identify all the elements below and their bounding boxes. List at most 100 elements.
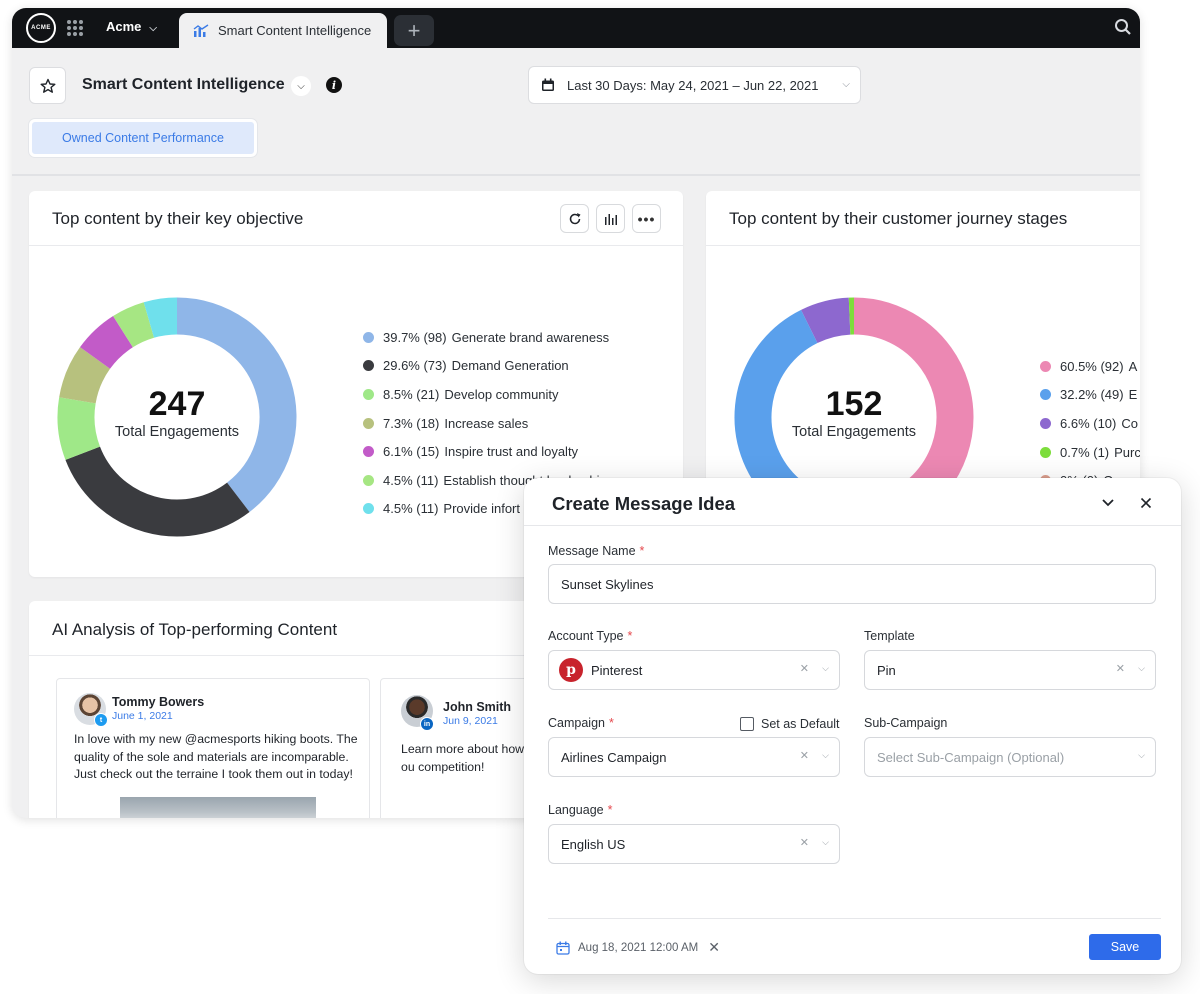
legend-dot	[363, 388, 374, 400]
save-button[interactable]: Save	[1089, 934, 1161, 960]
author-name: Tommy Bowers	[112, 695, 205, 709]
clear-icon[interactable]: ✕	[1115, 663, 1125, 675]
close-button[interactable]	[1135, 492, 1157, 514]
donut-slice-1[interactable]	[734, 309, 818, 491]
card-title: Top content by their key objective	[52, 209, 304, 228]
chart-type-button[interactable]	[596, 204, 625, 233]
social-post-card[interactable]: t Tommy Bowers June 1, 2021 In love with…	[56, 678, 370, 818]
legend-item[interactable]: 60.5% (92) A	[1040, 352, 1140, 381]
donut-slice-4[interactable]	[80, 316, 134, 370]
chevron-down-icon: ⌵	[822, 750, 829, 760]
pinterest-icon: p	[559, 658, 583, 682]
message-name-input[interactable]: Sunset Skylines	[548, 564, 1156, 604]
clear-icon[interactable]: ✕	[799, 663, 809, 675]
author-name: John Smith	[443, 700, 512, 714]
date-range-picker[interactable]: Last 30 Days: May 24, 2021 – Jun 22, 202…	[528, 66, 861, 104]
chevron-down-icon: ⌵	[842, 79, 850, 90]
legend-item[interactable]: 6.1% (15) Inspire trust and loyalty	[363, 437, 609, 466]
donut-slice-0[interactable]	[176, 297, 297, 512]
refresh-icon	[569, 212, 580, 224]
legend-dot	[1040, 417, 1051, 429]
tab-smart-content-intelligence[interactable]: Smart Content Intelligence	[179, 13, 387, 48]
total-engagements-label: Total Engagements	[114, 424, 240, 440]
chevron-down-icon: ⌵	[822, 837, 829, 847]
clear-icon[interactable]: ✕	[799, 837, 809, 849]
legend-value: 29.6% (73)	[383, 358, 447, 374]
divider	[12, 174, 1140, 176]
set-as-default-label[interactable]: Set as Default	[761, 717, 840, 731]
legend-label: A	[1128, 358, 1138, 374]
legend-dot	[363, 417, 374, 429]
close-icon	[1140, 497, 1152, 509]
acme-logo[interactable]: ACME	[26, 13, 56, 43]
legend-dot	[1040, 360, 1051, 372]
legend-item[interactable]: 6.6% (10) Co	[1040, 409, 1140, 438]
legend-item[interactable]: 7.3% (18) Increase sales	[363, 409, 609, 438]
legend-dot	[363, 503, 374, 515]
campaign-select[interactable]: Airlines Campaign ✕ ⌵	[548, 737, 840, 777]
dashboard-menu-chevron-icon[interactable]: ⌵	[291, 76, 311, 96]
sub-campaign-label: Sub-Campaign	[864, 716, 948, 730]
refresh-button[interactable]	[560, 204, 589, 233]
schedule-date[interactable]: Aug 18, 2021 12:00 AM ✕	[556, 939, 720, 956]
chevron-down-icon: ⌵	[822, 663, 829, 673]
legend-item[interactable]: 32.2% (49) E	[1040, 381, 1140, 410]
set-as-default-checkbox[interactable]	[740, 717, 754, 731]
donut-slice-6[interactable]	[143, 297, 178, 338]
total-engagements-value: 247	[148, 385, 206, 423]
legend-item[interactable]: 0.7% (1) Purc	[1040, 438, 1140, 467]
more-icon: •••	[637, 210, 656, 227]
legend-value: 32.2% (49)	[1060, 387, 1124, 403]
donut-slice-0[interactable]	[792, 297, 974, 491]
legend-item[interactable]: 29.6% (73) Demand Generation	[363, 352, 609, 381]
collapse-button[interactable]	[1097, 492, 1119, 514]
more-options-button[interactable]: •••	[632, 204, 661, 233]
donut-slice-3[interactable]	[59, 347, 111, 405]
linkedin-icon: in	[420, 717, 434, 731]
add-tab-button[interactable]: +	[394, 15, 434, 46]
legend-label: Provide infort	[443, 501, 520, 517]
donut-slice-1[interactable]	[65, 446, 250, 537]
donut-slice-2[interactable]	[57, 397, 101, 460]
workspace-switcher[interactable]: Acme ⌵	[106, 19, 157, 34]
post-date: June 1, 2021	[112, 710, 173, 722]
tab-owned-content-performance[interactable]: Owned Content Performance	[29, 119, 257, 157]
donut-slice-5[interactable]	[113, 302, 155, 348]
legend-label: Develop community	[444, 386, 559, 402]
legend-dot	[1040, 446, 1051, 458]
sub-campaign-select[interactable]: Select Sub-Campaign (Optional) ⌵	[864, 737, 1156, 777]
social-post-card[interactable]: in John Smith Jun 9, 2021 Learn more abo…	[380, 678, 540, 818]
twitter-icon: t	[94, 713, 108, 727]
legend-item[interactable]: 39.7% (98) Generate brand awareness	[363, 323, 609, 352]
message-name-value: Sunset Skylines	[561, 576, 654, 592]
tab-label: Smart Content Intelligence	[218, 23, 372, 38]
language-select[interactable]: English US ✕ ⌵	[548, 824, 840, 864]
legend-dot	[1040, 389, 1051, 401]
donut-center: 152 Total Engagements	[734, 385, 974, 440]
total-engagements-label: Total Engagements	[791, 424, 917, 440]
donut-center: 247 Total Engagements	[57, 385, 297, 440]
chevron-down-icon	[1102, 499, 1114, 507]
info-icon[interactable]: i	[326, 77, 342, 93]
legend-value: 4.5% (11)	[383, 501, 439, 517]
card-title: Top content by their customer journey st…	[729, 209, 1068, 228]
app-launcher-icon[interactable]	[67, 20, 83, 36]
favorite-button[interactable]	[29, 67, 66, 104]
clear-icon[interactable]: ✕	[799, 750, 809, 762]
legend-value: 0.7% (1)	[1060, 444, 1110, 460]
legend-value: 60.5% (92)	[1060, 358, 1124, 374]
legend-label: Inspire trust and loyalty	[444, 444, 579, 460]
clear-date-icon[interactable]: ✕	[708, 939, 720, 955]
chevron-down-icon: ⌵	[1138, 663, 1145, 673]
donut-slice-2[interactable]	[801, 297, 851, 344]
legend-dot	[363, 446, 374, 458]
donut-chart: 152 Total Engagements	[734, 297, 974, 491]
legend-item[interactable]: 8.5% (21) Develop community	[363, 380, 609, 409]
template-select[interactable]: Pin ✕ ⌵	[864, 650, 1156, 690]
journey-chart-card: Top content by their customer journey st…	[706, 191, 1140, 491]
legend-item[interactable]: 4.5% (11) Provide infort	[363, 495, 609, 524]
search-icon[interactable]	[1114, 18, 1132, 41]
total-engagements-value: 152	[825, 385, 883, 423]
date-range-text: Last 30 Days: May 24, 2021 – Jun 22, 202…	[567, 77, 819, 93]
account-type-select[interactable]: p Pinterest ✕ ⌵	[548, 650, 840, 690]
